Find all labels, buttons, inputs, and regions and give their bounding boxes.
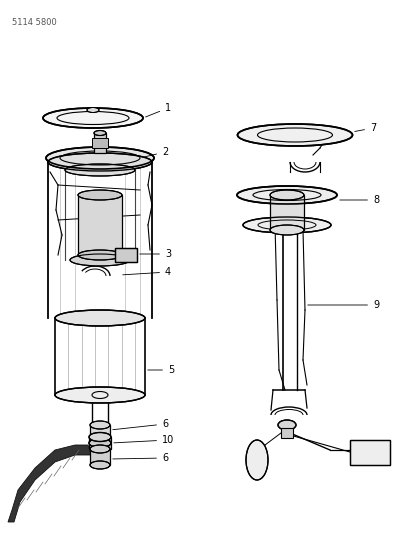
Ellipse shape	[48, 153, 152, 171]
Bar	[89, 437, 111, 449]
Bar	[350, 440, 390, 465]
Bar	[281, 428, 293, 438]
Bar	[270, 195, 304, 230]
Ellipse shape	[65, 164, 135, 176]
Text: 3: 3	[140, 249, 171, 259]
Ellipse shape	[87, 108, 99, 112]
Text: 10: 10	[114, 435, 174, 445]
Text: 1: 1	[146, 103, 171, 117]
Ellipse shape	[90, 445, 110, 453]
Ellipse shape	[278, 420, 296, 430]
Bar	[90, 449, 110, 465]
Bar	[115, 248, 137, 262]
Ellipse shape	[237, 186, 337, 204]
Ellipse shape	[270, 190, 304, 200]
Text: 5114 5800: 5114 5800	[12, 18, 57, 27]
Text: 7: 7	[355, 123, 376, 133]
Ellipse shape	[89, 439, 111, 448]
Ellipse shape	[237, 124, 353, 146]
Ellipse shape	[46, 147, 154, 169]
Ellipse shape	[55, 310, 145, 326]
Text: 5: 5	[148, 365, 174, 375]
Ellipse shape	[246, 440, 268, 480]
Ellipse shape	[78, 190, 122, 200]
Bar	[90, 425, 110, 437]
Text: 2: 2	[143, 147, 168, 157]
Ellipse shape	[90, 421, 110, 429]
Bar	[115, 248, 137, 262]
Bar	[94, 133, 106, 153]
Bar	[78, 195, 122, 255]
Ellipse shape	[243, 217, 331, 233]
Polygon shape	[8, 445, 92, 522]
Text: 6: 6	[113, 453, 168, 463]
Text: 8: 8	[340, 195, 379, 205]
Bar	[92, 138, 108, 148]
Ellipse shape	[90, 461, 110, 469]
Ellipse shape	[270, 225, 304, 235]
Ellipse shape	[89, 432, 111, 441]
Ellipse shape	[78, 250, 122, 260]
Text: 6: 6	[113, 419, 168, 430]
Bar	[350, 440, 390, 465]
Ellipse shape	[55, 387, 145, 403]
Ellipse shape	[43, 108, 143, 128]
Ellipse shape	[94, 131, 106, 135]
Ellipse shape	[70, 254, 130, 266]
Text: 4: 4	[123, 267, 171, 277]
Text: 9: 9	[308, 300, 379, 310]
